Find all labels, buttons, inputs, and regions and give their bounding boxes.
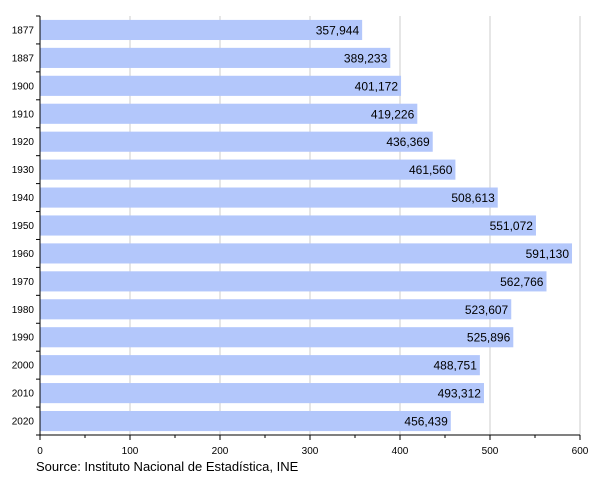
y-tick-label: 1930 [12, 165, 35, 176]
axes [36, 15, 581, 440]
data-label: 436,369 [386, 135, 430, 149]
bars [40, 19, 573, 432]
y-tick-label: 1920 [12, 137, 35, 148]
y-tick-label: 1990 [12, 333, 35, 344]
data-label: 419,226 [371, 107, 415, 121]
bar [40, 75, 402, 96]
bar [40, 410, 451, 432]
bar [40, 103, 418, 124]
bar [40, 47, 391, 68]
x-tick-label: 0 [37, 446, 43, 457]
bar [40, 299, 512, 320]
bar [40, 243, 573, 264]
data-label: 488,751 [433, 359, 477, 373]
y-tick-label: 2000 [12, 361, 35, 372]
bar [40, 187, 498, 208]
y-tick-label: 2020 [12, 417, 35, 428]
y-tick-label: 1970 [12, 277, 35, 288]
bar [40, 131, 433, 152]
y-tick-label: 1950 [12, 221, 35, 232]
bar [40, 159, 456, 180]
y-tick-label: 1960 [12, 249, 35, 260]
y-tick-label: 1900 [12, 81, 35, 92]
data-label: 523,607 [465, 303, 509, 317]
data-label: 551,072 [490, 219, 534, 233]
x-tick-label: 400 [392, 446, 409, 457]
y-tick-label: 1980 [12, 305, 35, 316]
x-tick-label: 100 [122, 446, 139, 457]
bar [40, 215, 536, 236]
x-tick-label: 600 [572, 446, 589, 457]
data-label: 461,560 [409, 163, 453, 177]
bar [40, 355, 480, 376]
data-label: 401,172 [355, 79, 399, 93]
data-label: 562,766 [500, 275, 544, 289]
data-label: 525,896 [467, 331, 511, 345]
y-tick-label: 1910 [12, 109, 35, 120]
y-tick-label: 2010 [12, 389, 35, 400]
labels: 0 100 200 300 400 500 600 357,944 1877 389,233 188… [12, 23, 589, 457]
data-label: 456,439 [404, 415, 448, 429]
y-tick-label: 1940 [12, 193, 35, 204]
data-label: 591,130 [526, 247, 570, 261]
bar [40, 327, 514, 348]
bar [40, 383, 484, 404]
data-label: 357,944 [316, 23, 360, 37]
data-label: 389,233 [344, 51, 388, 65]
bar [40, 271, 547, 292]
x-tick-label: 500 [482, 446, 499, 457]
y-tick-label: 1887 [12, 53, 35, 64]
source-note: Source: Instituto Nacional de Estadístic… [36, 459, 299, 474]
x-tick-label: 200 [212, 446, 229, 457]
x-tick-label: 300 [302, 446, 319, 457]
bar [40, 19, 363, 41]
data-label: 493,312 [438, 387, 482, 401]
data-label: 508,613 [451, 191, 495, 205]
y-tick-label: 1877 [12, 25, 35, 36]
